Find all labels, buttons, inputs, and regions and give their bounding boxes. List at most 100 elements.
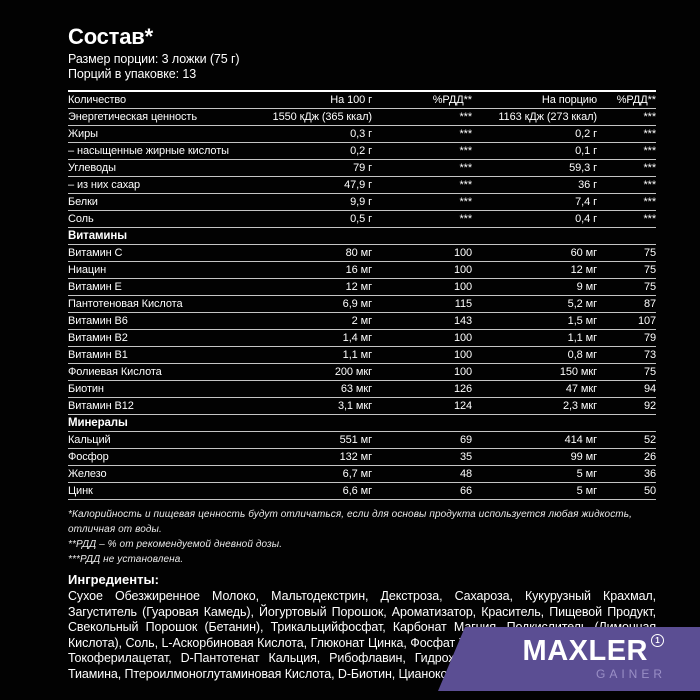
table-row: Биотин 63 мкг 126 47 мкг 94 <box>68 381 656 399</box>
cell-per-serving: 1,1 мг <box>567 332 597 345</box>
cell-per-100g: 12 мг <box>345 281 372 294</box>
cell-per-100g: 1,4 мг <box>342 332 372 345</box>
subbrand-name: GAINER <box>595 667 666 681</box>
cell-per-100g: 6,7 мг <box>342 468 372 481</box>
cell-per-serving: 150 мкг <box>559 366 597 379</box>
nutrition-label: Состав* Размер порции: 3 ложки (75 г) По… <box>68 24 656 682</box>
footnote-rda-not-set: ***РДД не установлена. <box>68 554 184 566</box>
cell-rda-serving: *** <box>643 111 656 124</box>
cell-per-serving: 1163 кДж (273 ккал) <box>498 111 597 124</box>
table-row: Витамин E 12 мг 100 9 мг 75 <box>68 279 656 297</box>
cell-rda-100g: 69 <box>459 434 472 447</box>
cell-nutrient: – насыщенные жирные кислоты <box>68 145 229 158</box>
cell-rda-100g: 100 <box>453 332 472 345</box>
table-row: Фолиевая Кислота 200 мкг 100 150 мкг 75 <box>68 364 656 382</box>
table-row: Витамин B1 1,1 мг 100 0,8 мг 73 <box>68 347 656 365</box>
cell-rda-100g: *** <box>459 111 472 124</box>
cell-rda-serving: *** <box>643 213 656 226</box>
table-row: – насыщенные жирные кислоты 0,2 г *** 0,1 г… <box>68 143 656 161</box>
cell-nutrient: Железо <box>68 468 107 481</box>
cell-rda-serving: *** <box>643 179 656 192</box>
nutrition-table: Количество На 100 г %РДД** На порцию %РД… <box>68 90 656 501</box>
footnote-calories: *Калорийность и пищевая ценность будут о… <box>68 509 632 536</box>
cell-rda-100g: 66 <box>459 485 472 498</box>
cell-per-100g: 47,9 г <box>344 179 372 192</box>
cell-nutrient: Фолиевая Кислота <box>68 366 162 379</box>
cell-nutrient: Витамин B6 <box>68 315 128 328</box>
cell-per-serving: 0,8 мг <box>567 349 597 362</box>
footnotes: *Калорийность и пищевая ценность будут о… <box>68 507 656 567</box>
col-header-rda-serving: %РДД** <box>616 94 656 107</box>
cell-per-serving: 0,1 г <box>575 145 597 158</box>
cell-rda-100g: 124 <box>453 400 472 413</box>
table-body: Энергетическая ценность 1550 кДж (365 кка… <box>68 109 656 501</box>
cell-per-serving: 0,2 г <box>575 128 597 141</box>
table-row: Фосфор 132 мг 35 99 мг 26 <box>68 449 656 467</box>
cell-nutrient: Соль <box>68 213 94 226</box>
cell-per-100g: 1,1 мг <box>342 349 372 362</box>
cell-per-serving: 9 мг <box>576 281 597 294</box>
cell-nutrient: Витамин B12 <box>68 400 134 413</box>
table-row: Цинк 6,6 мг 66 5 мг 50 <box>68 483 656 501</box>
cell-per-100g: 6,9 мг <box>342 298 372 311</box>
maxler-logo: MAXLER 1 GAINER <box>438 627 700 691</box>
ingredients-text: Сухое Обезжиренное Молоко, Мальтодекстри… <box>68 589 656 681</box>
brand-line: MAXLER 1 <box>522 634 664 667</box>
cell-per-serving: 5 мг <box>576 468 597 481</box>
cell-nutrient: Энергетическая ценность <box>68 111 197 124</box>
section-header-row: Минералы <box>68 415 656 433</box>
cell-nutrient: Витамин B1 <box>68 349 128 362</box>
cell-per-serving: 36 г <box>578 179 597 192</box>
cell-rda-serving: 50 <box>643 485 656 498</box>
cell-per-serving: 7,4 г <box>575 196 597 209</box>
cell-per-serving: 414 мг <box>564 434 597 447</box>
cell-per-serving: 2,3 мкг <box>562 400 597 413</box>
cell-per-100g: 200 мкг <box>334 366 372 379</box>
cell-rda-100g: 100 <box>453 349 472 362</box>
cell-rda-serving: *** <box>643 128 656 141</box>
table-row: Углеводы 79 г *** 59,3 г *** <box>68 160 656 178</box>
cell-per-100g: 2 мг <box>351 315 372 328</box>
table-row: Кальций 551 мг 69 414 мг 52 <box>68 432 656 450</box>
brand-name: MAXLER <box>522 635 648 667</box>
cell-rda-serving: 36 <box>643 468 656 481</box>
cell-per-100g: 63 мкг <box>340 383 372 396</box>
cell-rda-serving: *** <box>643 162 656 175</box>
table-row: Витамин B6 2 мг 143 1,5 мг 107 <box>68 313 656 331</box>
table-row: Пантотеновая Кислота 6,9 мг 115 5,2 мг 87 <box>68 296 656 314</box>
cell-rda-serving: 75 <box>643 247 656 260</box>
table-row: Энергетическая ценность 1550 кДж (365 кка… <box>68 109 656 127</box>
table-header-row: Количество На 100 г %РДД** На порцию %РД… <box>68 92 656 110</box>
table-row: Ниацин 16 мг 100 12 мг 75 <box>68 262 656 280</box>
cell-rda-100g: *** <box>459 128 472 141</box>
cell-rda-100g: *** <box>459 196 472 209</box>
cell-rda-100g: 100 <box>453 366 472 379</box>
cell-rda-serving: 94 <box>643 383 656 396</box>
table-row: Жиры 0,3 г *** 0,2 г *** <box>68 126 656 144</box>
cell-per-100g: 3,1 мкг <box>337 400 372 413</box>
cell-rda-100g: 100 <box>453 281 472 294</box>
table-row: Белки 9,9 г *** 7,4 г *** <box>68 194 656 212</box>
cell-rda-100g: 48 <box>459 468 472 481</box>
cell-rda-serving: 73 <box>643 349 656 362</box>
cell-nutrient: Биотин <box>68 383 104 396</box>
cell-per-100g: 0,5 г <box>350 213 372 226</box>
cell-rda-100g: *** <box>459 179 472 192</box>
cell-per-serving: 99 мг <box>570 451 597 464</box>
cell-rda-100g: 100 <box>453 247 472 260</box>
cell-per-serving: 5 мг <box>576 485 597 498</box>
cell-rda-serving: 75 <box>643 281 656 294</box>
page-title: Состав* <box>68 24 153 49</box>
cell-per-100g: 132 мг <box>339 451 372 464</box>
serving-size-line: Размер порции: 3 ложки (75 г) <box>68 52 240 67</box>
cell-nutrient: Кальций <box>68 434 111 447</box>
cell-per-serving: 47 мкг <box>565 383 597 396</box>
table-row: Витамин C 80 мг 100 60 мг 75 <box>68 245 656 263</box>
cell-rda-serving: 75 <box>643 366 656 379</box>
cell-rda-serving: 92 <box>643 400 656 413</box>
cell-per-100g: 0,3 г <box>350 128 372 141</box>
cell-per-serving: 60 мг <box>570 247 597 260</box>
cell-rda-serving: *** <box>643 145 656 158</box>
table-row: Витамин B2 1,4 мг 100 1,1 мг 79 <box>68 330 656 348</box>
footnote-rda-define: **РДД – % от рекомендуемой дневной дозы. <box>68 539 283 551</box>
